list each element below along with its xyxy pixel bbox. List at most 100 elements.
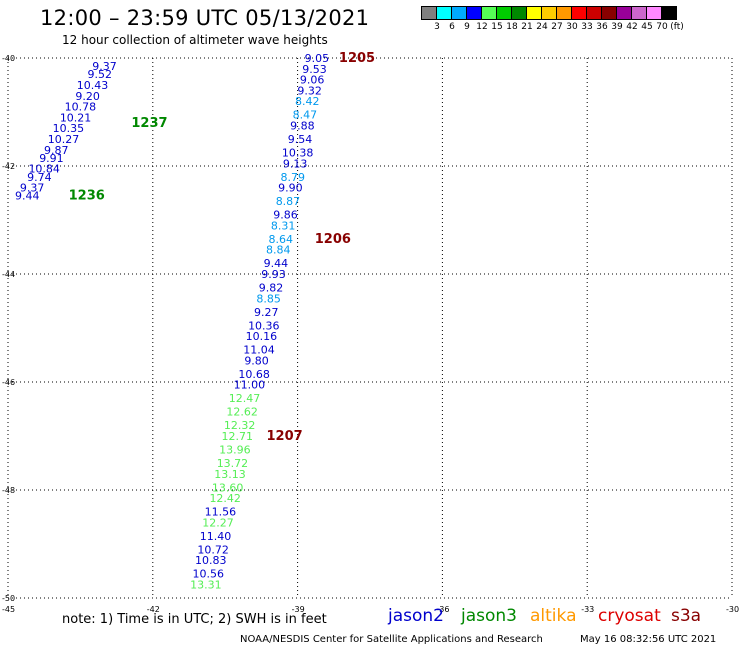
y-tick-label: -44 — [2, 270, 15, 279]
color-scale-label: 3 — [434, 22, 440, 32]
color-scale-label: 9 — [464, 22, 470, 32]
wave-height-point: 13.60 — [212, 481, 244, 494]
wave-height-point: 10.83 — [195, 554, 227, 567]
wave-height-point: 12.47 — [229, 392, 261, 405]
wave-height-point: 12.42 — [209, 492, 241, 505]
wave-height-point: 9.27 — [254, 306, 279, 319]
wave-height-point: 10.38 — [282, 147, 314, 160]
wave-height-point: 10.35 — [53, 122, 85, 135]
wave-height-point: 10.16 — [246, 330, 278, 343]
wave-height-point: 8.42 — [295, 95, 320, 108]
wave-height-point: 10.84 — [28, 163, 60, 176]
wave-height-point: 8.47 — [293, 109, 318, 122]
color-scale-label: 21 — [521, 22, 533, 32]
color-scale-label: 39 — [611, 22, 623, 32]
color-scale-label: 36 — [596, 22, 608, 32]
color-scale-label: 27 — [551, 22, 563, 32]
x-tick-label: -45 — [2, 605, 15, 614]
footer-note: note: 1) Time is in UTC; 2) SWH is in fe… — [62, 612, 327, 627]
wave-height-point: 9.90 — [278, 182, 303, 195]
color-scale-legend: 3 6 9 12 15 18 21 24 27 30 33 36 39 42 45 70 (ft) — [421, 6, 684, 32]
wave-height-point: 10.68 — [238, 368, 270, 381]
footer-credit: NOAA/NESDIS Center for Satellite Applica… — [240, 634, 543, 645]
wave-height-point: 10.21 — [60, 111, 92, 124]
wave-height-point: 8.64 — [268, 233, 293, 246]
wave-height-point: 9.37 — [20, 182, 45, 195]
wave-height-point: 8.84 — [266, 244, 291, 257]
wave-height-point: 9.80 — [244, 354, 269, 367]
legend-jason2: jason2 — [388, 606, 444, 626]
color-swatch — [661, 6, 677, 20]
y-tick-label: -42 — [2, 162, 15, 171]
wave-height-point: 9.87 — [44, 144, 69, 157]
wave-height-point: 13.96 — [219, 444, 251, 457]
wave-height-point: 11.56 — [205, 506, 237, 519]
legend-s3a: s3a — [671, 606, 702, 626]
wave-height-point: 9.86 — [273, 209, 298, 222]
wave-height-point: 13.72 — [217, 457, 249, 470]
wave-height-point: 10.78 — [65, 101, 97, 114]
color-scale-label: 30 — [566, 22, 578, 32]
wave-height-point: 11.40 — [200, 530, 232, 543]
wave-height-point: 9.05 — [305, 52, 330, 65]
color-scale-label: 24 — [536, 22, 548, 32]
wave-height-point: 9.91 — [39, 152, 64, 165]
legend-altika: altika — [530, 606, 577, 626]
wave-height-point: 9.93 — [261, 268, 286, 281]
wave-height-point: 12.27 — [202, 516, 234, 529]
wave-height-point: 10.36 — [248, 319, 280, 332]
color-scale-label: 18 — [506, 22, 518, 32]
wave-height-point: 9.54 — [288, 133, 313, 146]
wave-height-point: 8.87 — [276, 195, 301, 208]
x-tick-label: -30 — [726, 605, 739, 614]
page-title: 12:00 – 23:59 UTC 05/13/2021 — [40, 6, 370, 30]
color-scale-label: 12 — [476, 22, 488, 32]
y-tick-label: -46 — [2, 378, 15, 387]
wave-height-point: 9.32 — [297, 84, 322, 97]
track-label: 1237 — [131, 116, 167, 131]
y-tick-label: -48 — [2, 486, 15, 495]
wave-height-point: 13.31 — [190, 579, 222, 592]
footer-timestamp: May 16 08:32:56 UTC 2021 — [580, 634, 717, 645]
x-tick-label: -33 — [581, 605, 594, 614]
wave-height-point: 9.74 — [27, 171, 52, 184]
y-tick-label: -50 — [2, 594, 15, 603]
wave-height-point: 9.06 — [300, 74, 325, 87]
wave-height-point: 9.88 — [290, 120, 315, 133]
legend-jason3: jason3 — [461, 606, 517, 626]
y-tick-label: -40 — [2, 54, 15, 63]
wave-height-point: 9.53 — [302, 63, 327, 76]
x-tick-label: -42 — [147, 605, 160, 614]
wave-height-point: 9.52 — [87, 68, 112, 81]
wave-height-point: 12.32 — [224, 419, 256, 432]
wave-height-point: 9.37 — [92, 60, 117, 73]
color-scale-label: 15 — [491, 22, 503, 32]
wave-height-point: 12.62 — [226, 406, 258, 419]
wave-height-point: 10.27 — [48, 133, 80, 146]
wave-height-point: 9.13 — [283, 157, 308, 170]
wave-height-point: 8.85 — [256, 292, 281, 305]
wave-height-point: 9.82 — [259, 282, 284, 295]
color-scale-label: 33 — [581, 22, 593, 32]
wave-height-point: 11.04 — [243, 344, 275, 357]
wave-height-point: 9.20 — [75, 90, 100, 103]
wave-height-point: 10.43 — [77, 79, 109, 92]
wave-height-point: 12.71 — [222, 430, 254, 443]
color-scale-label: 6 — [449, 22, 455, 32]
track-label: 1207 — [267, 429, 303, 444]
wave-height-point: 10.56 — [193, 568, 225, 581]
wave-height-point: 8.31 — [271, 219, 296, 232]
color-scale-label: 70 — [656, 22, 668, 32]
wave-height-point: 9.44 — [264, 257, 289, 270]
x-tick-label: -36 — [436, 605, 449, 614]
wave-height-point: 11.00 — [234, 379, 266, 392]
track-label: 1205 — [339, 51, 375, 66]
track-label: 1206 — [315, 232, 351, 247]
wave-height-point: 13.13 — [214, 468, 246, 481]
wave-height-point: 8.79 — [281, 171, 306, 184]
color-scale-label: 45 — [641, 22, 653, 32]
wave-height-point: 10.72 — [197, 543, 229, 556]
wave-height-point: 9.44 — [15, 190, 40, 203]
legend-cryosat: cryosat — [598, 606, 661, 626]
